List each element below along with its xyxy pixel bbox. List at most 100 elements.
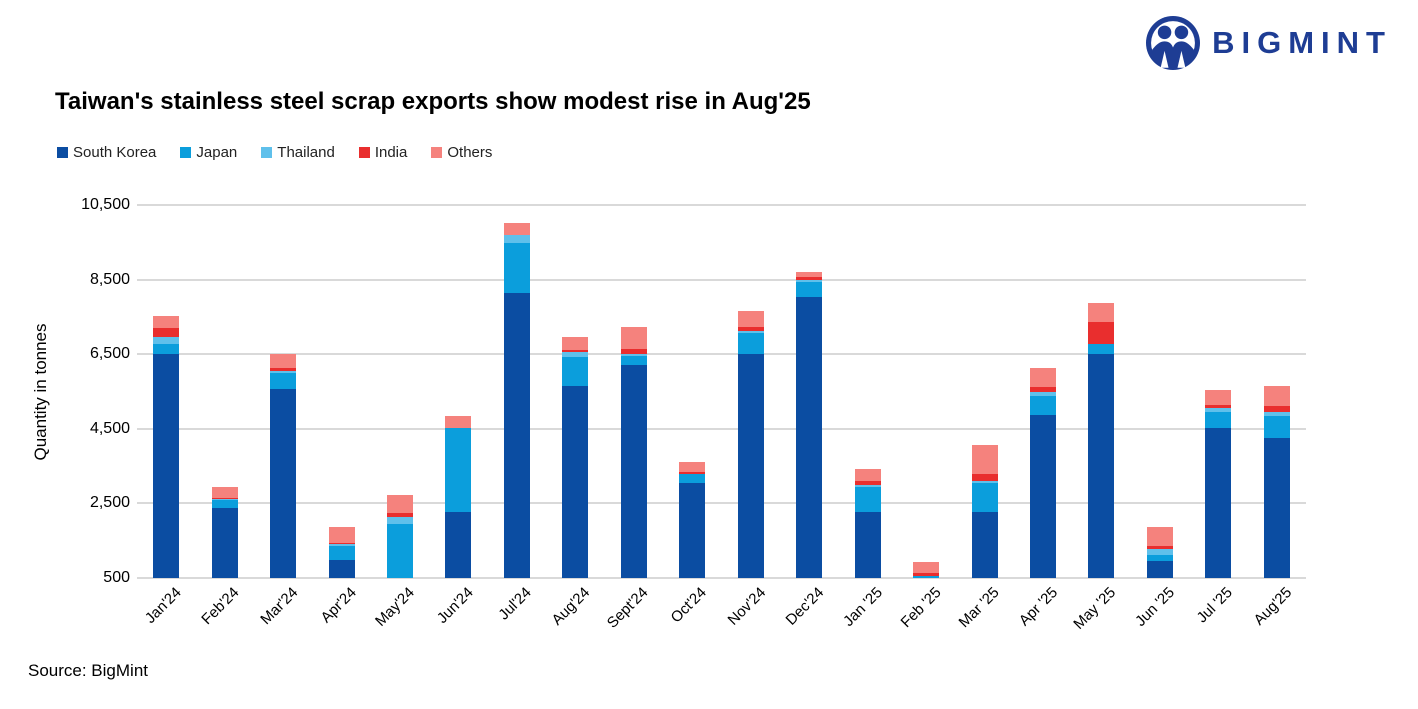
- bar-segment-thailand: [1263, 412, 1290, 417]
- x-axis-label: Jun'24: [433, 584, 477, 627]
- bar-segment-japan: [1146, 554, 1173, 562]
- x-axis-label: Jan '25: [839, 584, 886, 630]
- gridline: [137, 278, 1306, 281]
- bar-segment-thailand: [1146, 548, 1173, 555]
- legend-swatch-icon: [358, 147, 370, 158]
- gridline: [137, 204, 1306, 206]
- bar-segment-japan: [270, 373, 297, 390]
- bar-segment-india: [1088, 322, 1115, 345]
- x-axis-label: Aug'25: [1250, 584, 1295, 629]
- legend-item-india: India: [358, 144, 407, 161]
- bar-segment-thailand: [854, 484, 881, 487]
- x-axis-label: Jul'24: [495, 584, 535, 624]
- bar-segment-japan: [1029, 395, 1056, 415]
- x-axis-label: Jun '25: [1132, 584, 1178, 630]
- bar-segment-japan: [737, 332, 764, 355]
- bar-segment-india: [562, 350, 589, 352]
- bar-segment-thailand: [1205, 408, 1232, 412]
- legend-label: Others: [447, 144, 493, 161]
- legend-item-japan: Japan: [180, 144, 237, 161]
- source-note: Source: BigMint: [28, 661, 148, 680]
- bar-segment-south-korea: [854, 511, 881, 578]
- bar-segment-japan: [1263, 416, 1290, 439]
- bar-segment-thailand: [796, 279, 823, 282]
- bar-segment-others: [1263, 385, 1290, 406]
- bar-segment-japan: [211, 500, 238, 509]
- bar-segment-india: [1029, 386, 1056, 393]
- bar-segment-india: [620, 348, 647, 355]
- gridline: [137, 502, 1306, 505]
- y-tick-label: 4,500: [89, 419, 130, 437]
- bar-segment-south-korea: [270, 389, 297, 578]
- chart-title: Taiwan's stainless steel scrap exports s…: [55, 88, 811, 115]
- bar-segment-japan: [1088, 344, 1115, 355]
- y-tick-label: 8,500: [89, 270, 130, 288]
- x-axis-label: Nov'24: [724, 584, 769, 629]
- bar-segment-south-korea: [1029, 414, 1056, 578]
- bar-segment-others: [387, 495, 414, 514]
- x-axis-label: Mar '25: [955, 584, 1003, 632]
- bar-segment-south-korea: [1263, 438, 1290, 578]
- y-tick-label: 10,500: [81, 196, 130, 213]
- bar-segment-others: [1205, 389, 1232, 405]
- bar-segment-others: [562, 337, 589, 351]
- legend-label: South Korea: [73, 144, 157, 161]
- bigmint-people-icon: [1146, 16, 1201, 70]
- bar-segment-thailand: [153, 336, 180, 345]
- bar-segment-thailand: [737, 330, 764, 333]
- bar-segment-south-korea: [796, 296, 823, 578]
- bar-segment-thailand: [270, 370, 297, 374]
- bar-segment-south-korea: [211, 508, 238, 578]
- x-axis-label: May'24: [372, 584, 419, 630]
- bar-segment-thailand: [620, 354, 647, 357]
- bar-segment-india: [270, 368, 297, 371]
- bar-segment-south-korea: [153, 354, 180, 578]
- bar-segment-thailand: [387, 516, 414, 524]
- x-axis-label: Apr '25: [1015, 584, 1062, 630]
- y-tick-label: 6,500: [89, 345, 130, 363]
- legend-swatch-icon: [57, 147, 68, 158]
- y-tick-label: 2,500: [89, 494, 130, 512]
- x-axis-label: Feb '25: [897, 584, 945, 632]
- bar-segment-others: [153, 315, 180, 328]
- bar-segment-south-korea: [737, 354, 764, 578]
- x-axis-label: Oct'24: [667, 584, 711, 627]
- bar-segment-india: [737, 326, 764, 331]
- bar-segment-others: [737, 310, 764, 327]
- bar-segment-india: [328, 542, 355, 545]
- bar-segment-others: [1029, 368, 1056, 387]
- bar-segment-others: [503, 222, 530, 235]
- bar-segment-others: [211, 487, 238, 498]
- bar-segment-others: [971, 445, 998, 474]
- plot-area: Quantity in tonnes 500 2,500 4,500 6,500 8,5…: [31, 196, 1306, 633]
- legend-label: Japan: [196, 144, 238, 161]
- bar-segment-india: [153, 327, 180, 337]
- bar-segment-others: [1088, 303, 1115, 323]
- bar-segment-others: [913, 562, 940, 574]
- bar-segment-south-korea: [1205, 428, 1232, 578]
- gridline: [137, 577, 1306, 579]
- bar-segment-india: [971, 473, 998, 481]
- bar-segment-india: [913, 573, 940, 576]
- x-axis-label: Mar'24: [257, 584, 302, 629]
- bar-segment-india: [1146, 545, 1173, 549]
- bar-segment-india: [854, 480, 881, 485]
- x-axis-label: Dec'24: [782, 584, 828, 629]
- bar-segment-south-korea: [971, 512, 998, 578]
- bar-segment-south-korea: [445, 512, 472, 578]
- logo-text: BIGMINT: [1212, 25, 1392, 60]
- x-axis-label: May '25: [1070, 584, 1120, 633]
- bar-segment-india: [796, 276, 823, 280]
- bar-segment-japan: [445, 428, 472, 513]
- y-tick-label: 500: [103, 569, 130, 586]
- legend-label: Thailand: [277, 144, 335, 161]
- bar-segment-india: [679, 471, 706, 475]
- legend-swatch-icon: [180, 147, 192, 158]
- legend-item-thailand: Thailand: [261, 144, 335, 161]
- bar-segment-india: [387, 513, 414, 517]
- legend-swatch-icon: [261, 147, 273, 158]
- bar-segment-others: [1146, 526, 1173, 546]
- chart-legend: South Korea Japan Thailand India Others: [57, 144, 492, 161]
- bar-segment-japan: [328, 545, 355, 561]
